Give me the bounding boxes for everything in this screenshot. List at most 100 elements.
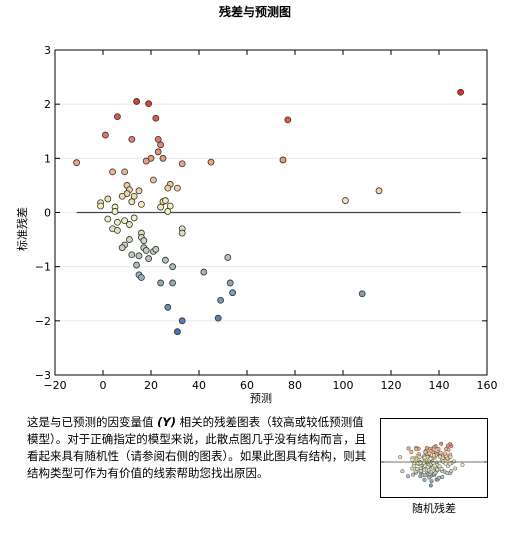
inset-point	[400, 469, 405, 474]
y-tick-label: −2	[35, 315, 51, 328]
data-point	[157, 279, 165, 287]
data-point	[133, 98, 141, 105]
axis-ticks: −3 −2 −1 0 1 2 3 −20 0 20 40 60 80 100 120 140 160	[35, 44, 498, 392]
data-point	[154, 148, 162, 156]
data-point	[142, 247, 150, 254]
data-point	[130, 192, 138, 200]
inset-point	[433, 470, 438, 475]
data-point	[140, 237, 148, 245]
data-point	[114, 226, 121, 234]
inset-point	[414, 447, 419, 452]
inset-point	[429, 470, 434, 475]
data-point	[224, 254, 232, 261]
inset-point	[439, 441, 444, 446]
inset-point	[429, 479, 434, 484]
data-point	[341, 197, 349, 204]
inset-point	[410, 457, 415, 462]
inset-point	[428, 483, 433, 488]
inset-point	[418, 468, 423, 473]
description-y-variable: (Y)	[157, 415, 176, 429]
data-point	[114, 218, 121, 226]
inset-points	[398, 441, 465, 488]
inset-point	[418, 460, 423, 465]
data-point	[111, 208, 119, 215]
inset-point	[436, 447, 441, 452]
data-point	[149, 176, 157, 184]
inset-point	[440, 475, 445, 480]
x-tick-label: 120	[381, 379, 402, 392]
data-point	[358, 290, 366, 298]
y-axis-label: 标准残差	[15, 207, 29, 251]
data-point	[164, 184, 172, 192]
y-tick-label: 1	[44, 152, 51, 165]
data-point	[157, 141, 165, 149]
x-tick-label: 160	[477, 379, 498, 392]
data-point	[284, 116, 292, 124]
chart-title: 残差与预测图	[218, 5, 291, 19]
data-point	[118, 192, 126, 200]
inset-point	[423, 450, 428, 455]
data-point	[279, 156, 287, 164]
y-tick-label: 2	[44, 98, 51, 111]
inset-point	[438, 454, 443, 459]
data-points	[73, 88, 465, 336]
data-point	[104, 195, 112, 203]
data-point	[145, 100, 153, 108]
data-point	[135, 187, 143, 195]
data-point	[164, 208, 172, 215]
data-point	[135, 252, 143, 260]
data-point	[164, 303, 172, 311]
data-point	[109, 168, 116, 176]
x-tick-label: 0	[100, 379, 107, 392]
data-point	[178, 317, 186, 325]
inset-point	[398, 455, 403, 460]
inset-point	[409, 449, 414, 454]
data-point	[133, 261, 141, 269]
data-point	[207, 158, 215, 166]
inset-point	[423, 473, 428, 478]
data-point	[375, 187, 383, 195]
data-point	[118, 244, 126, 252]
inset-point	[412, 464, 417, 469]
chart-description: 这是与已预测的因变量值 (Y) 相关的残差图表（较高或较低预测值模型）。对于正确…	[27, 414, 369, 482]
data-point	[137, 274, 145, 281]
x-tick-label: −20	[43, 379, 66, 392]
data-point	[166, 202, 174, 210]
data-point	[226, 279, 234, 287]
inset-point	[435, 467, 440, 472]
inset-point	[411, 472, 416, 477]
inset-point	[440, 459, 445, 464]
inset-point	[443, 447, 448, 452]
data-point	[157, 203, 165, 211]
inset-point	[449, 469, 454, 474]
inset-point	[437, 464, 442, 469]
data-point	[161, 256, 169, 264]
description-part1: 这是与已预测的因变量值	[27, 415, 158, 429]
data-point	[169, 263, 177, 271]
x-tick-label: 100	[333, 379, 354, 392]
data-point	[121, 217, 128, 225]
data-point	[145, 255, 153, 262]
inset-point	[424, 446, 429, 451]
data-point	[214, 314, 222, 322]
data-point	[159, 154, 167, 162]
data-point	[457, 88, 465, 96]
data-point	[125, 236, 133, 243]
inset-point	[443, 451, 448, 456]
inset-point	[422, 467, 427, 472]
residual-scatter-chart: −3 −2 −1 0 1 2 3 −20 0 20 40 60 80 100 120 140 160 预测 标准…	[15, 44, 498, 405]
data-point	[102, 131, 109, 139]
random-residual-inset-chart	[380, 418, 488, 498]
inset-point	[448, 454, 453, 459]
data-point	[178, 229, 186, 237]
inset-point	[427, 475, 432, 480]
data-point	[121, 168, 128, 176]
inset-point	[422, 455, 427, 460]
inset-point	[427, 451, 432, 456]
data-point	[114, 113, 121, 121]
inset-point	[426, 465, 431, 470]
inset-point	[432, 463, 437, 468]
data-point	[104, 215, 112, 223]
data-point	[200, 268, 208, 276]
data-point	[128, 198, 136, 206]
